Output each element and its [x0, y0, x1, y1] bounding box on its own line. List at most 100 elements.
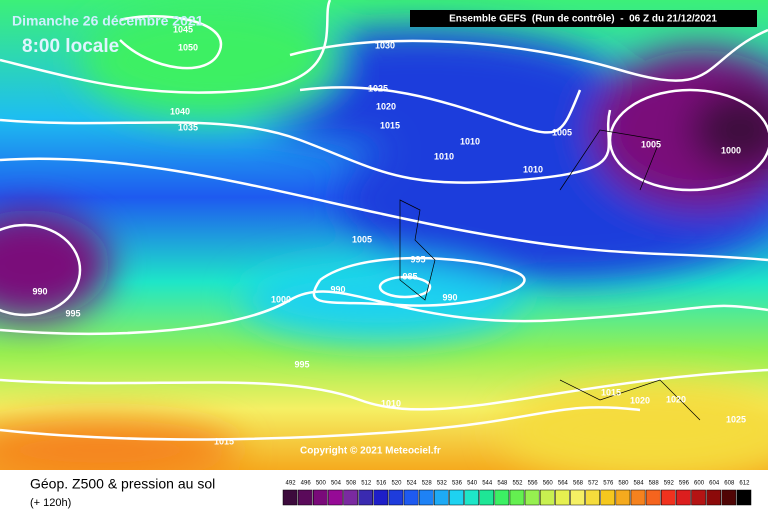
- scale-swatch: [313, 489, 328, 506]
- scale-swatch: [660, 489, 676, 506]
- scale-label: 500: [316, 481, 327, 487]
- isobar-label: 1010: [434, 151, 454, 161]
- scale-label: 592: [664, 481, 675, 487]
- scale-swatch: [494, 489, 510, 506]
- isobar: [299, 86, 582, 134]
- scale-swatch: [388, 489, 404, 506]
- isobar-label: 1000: [721, 145, 741, 155]
- scale-label: 584: [634, 481, 645, 487]
- scale-swatch: [721, 489, 737, 506]
- scale-swatch: [343, 489, 358, 506]
- scale-swatch: [600, 489, 616, 506]
- scale-swatch: [282, 489, 298, 506]
- isobar-label: 1035: [178, 122, 198, 132]
- isobar: [0, 109, 612, 184]
- isobar: [119, 15, 223, 70]
- scale-swatch: [373, 489, 389, 506]
- isobar-label: 990: [330, 284, 345, 294]
- scale-swatch: [555, 489, 570, 506]
- scale-swatch: [479, 489, 495, 506]
- scale-swatch: [328, 489, 343, 506]
- isobar-label: 995: [65, 308, 80, 318]
- isobar: [0, 157, 768, 262]
- scale-label: 588: [649, 481, 660, 487]
- scale-swatch: [403, 489, 419, 506]
- scale-label: 512: [361, 481, 372, 487]
- isobar-label: 1015: [380, 120, 400, 130]
- isobar: [289, 28, 768, 82]
- scale-label: 576: [603, 481, 614, 487]
- scale-label: 532: [437, 481, 448, 487]
- scale-swatch: [539, 489, 555, 506]
- scale-label: 564: [558, 481, 569, 487]
- scale-label: 508: [346, 481, 357, 487]
- map-background: [0, 0, 768, 470]
- isobar-label: 1050: [178, 42, 198, 52]
- isobar-label: 1005: [641, 139, 661, 149]
- run-box: [410, 10, 757, 27]
- scale-label: 520: [391, 481, 402, 487]
- scale-label: 504: [331, 481, 342, 487]
- scale-label: 492: [286, 481, 297, 487]
- scale-label: 608: [724, 481, 735, 487]
- scale-swatch: [676, 489, 691, 506]
- scale-label: 572: [588, 481, 599, 487]
- isobar-label: 1000: [271, 294, 291, 304]
- scale-label: 600: [694, 481, 705, 487]
- isobar-label: 985: [402, 271, 417, 281]
- isobar-label: 1010: [460, 136, 480, 146]
- scale-label: 548: [497, 481, 508, 487]
- scale-swatch: [585, 489, 600, 506]
- map-title: Dimanche 26 décembre 2021: [12, 13, 204, 29]
- scale-label: 568: [573, 481, 584, 487]
- scale-label: 516: [376, 481, 387, 487]
- isobar-label: 1020: [666, 394, 686, 404]
- scale-label: 552: [512, 481, 523, 487]
- scale-swatch: [570, 489, 585, 506]
- isobar-label: 990: [442, 292, 457, 302]
- scale-label: 528: [422, 481, 433, 487]
- isobar-label: 1040: [170, 106, 190, 116]
- footer-title: Géop. Z500 & pression au sol: [30, 476, 215, 492]
- scale-label: 596: [679, 481, 690, 487]
- scale-swatch: [418, 489, 434, 506]
- isobar-label: 1015: [214, 436, 234, 446]
- isobar-label: 995: [294, 359, 309, 369]
- scale-swatch: [297, 489, 313, 506]
- isobar-label: 1020: [376, 101, 396, 111]
- isobar-label: 990: [32, 286, 47, 296]
- run-info: Ensemble GEFS (Run de contrôle) - 06 Z d…: [449, 14, 717, 25]
- isobar-label: 1025: [726, 414, 746, 424]
- scale-swatch: [464, 489, 479, 506]
- isobar-label: 1005: [352, 234, 372, 244]
- scale-label: 604: [709, 481, 720, 487]
- isobar: [312, 256, 526, 307]
- scale-swatch: [645, 489, 661, 506]
- scale-swatch: [449, 489, 464, 506]
- coastlines: [399, 129, 701, 421]
- map-subtitle: 8:00 locale: [22, 36, 119, 57]
- isobar: [0, 223, 82, 317]
- isobar-label: 1015: [601, 387, 621, 397]
- isobar-label: 995: [410, 254, 425, 264]
- isobar-label: 1025: [368, 83, 388, 93]
- isobar: [0, 290, 768, 335]
- scale-swatch: [706, 489, 721, 506]
- scale-swatch: [434, 489, 449, 506]
- scale-swatch: [358, 489, 374, 506]
- scale-label: 544: [482, 481, 493, 487]
- scale-label: 556: [528, 481, 539, 487]
- isobar-label: 1005: [552, 127, 572, 137]
- footer-subtitle: (+ 120h): [30, 497, 71, 509]
- scale-swatch: [509, 489, 525, 506]
- isobar: [0, 368, 768, 411]
- scale-swatch: [615, 489, 631, 506]
- scale-label: 540: [467, 481, 478, 487]
- scale-swatch: [524, 489, 540, 506]
- scale-label: 560: [543, 481, 554, 487]
- isobar: [378, 275, 432, 299]
- scale-swatch: [691, 489, 706, 506]
- scale-swatch: [736, 489, 752, 506]
- isobar: [0, 0, 332, 94]
